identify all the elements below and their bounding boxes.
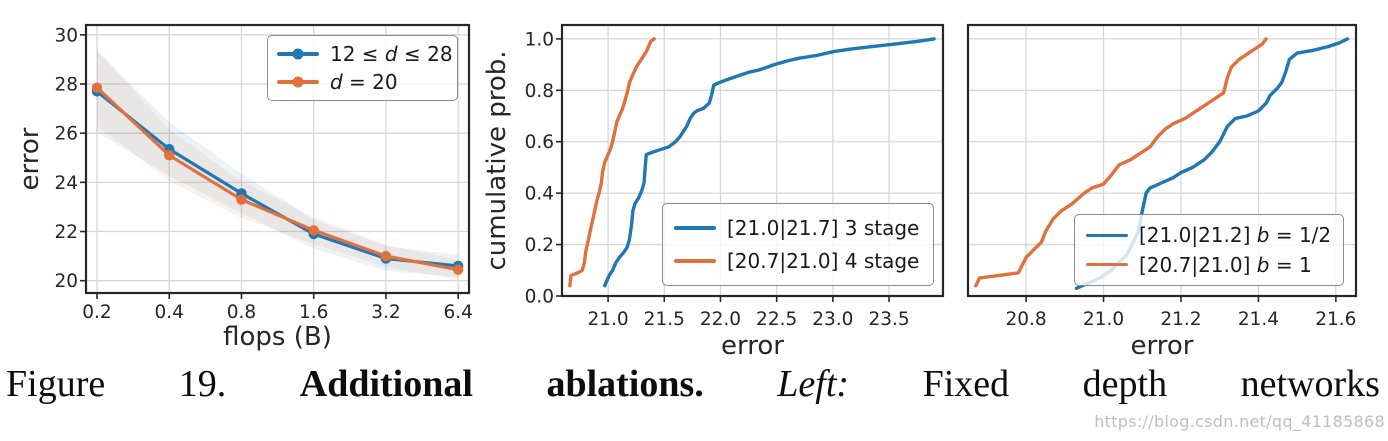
caption-word: networks (1240, 363, 1380, 405)
legend-label: [20.7|21.0] 4 stage (727, 249, 920, 273)
data-point-marker (452, 264, 464, 275)
y-tick-label: 28 (54, 75, 78, 96)
legend-line-sample (674, 259, 716, 263)
watermark-url: https://blog.csdn.net/qq_41185868 (1094, 412, 1385, 431)
x-tick-label: 21.5 (644, 309, 685, 330)
x-axis-label: error (721, 331, 784, 360)
y-tick-label: 20 (54, 271, 78, 292)
data-point-marker (308, 225, 319, 236)
x-tick-label: 22.0 (700, 309, 741, 330)
series-line (568, 37, 656, 288)
y-tick-label: 30 (54, 25, 78, 46)
cdf-bottleneck-chart-svg: 20.8 21.0 21.2 21.4 21.6 error (966, 23, 1358, 361)
legend-marker-dot (292, 48, 304, 60)
data-point-marker (164, 150, 175, 161)
x-axis-label: error (1131, 331, 1194, 360)
y-tick-label: 22 (54, 222, 78, 243)
x-tick-label: 0.2 (82, 302, 111, 323)
y-tick-label: 26 (54, 124, 78, 145)
legend-item: d = 20 (277, 70, 448, 94)
y-axis-label: error (15, 127, 45, 190)
series-line (95, 86, 460, 272)
caption-word: 19. (178, 363, 227, 405)
y-tick-label: 0.2 (525, 235, 554, 256)
x-tick-label: 0.4 (155, 302, 184, 323)
y-tick-label: 24 (54, 173, 78, 194)
x-tick-label: 21.2 (1160, 309, 1201, 330)
legend-item: [20.7|21.0] b = 1 (1086, 253, 1332, 277)
caption-word: ablations. (546, 363, 704, 405)
y-tick-label: 0.8 (525, 81, 554, 102)
y-tick-label: 0.6 (525, 132, 554, 153)
legend-item: [21.0|21.7] 3 stage (674, 216, 922, 240)
caption-word: Fixed (922, 363, 1010, 405)
legend-item: 12 ≤ d ≤ 28 (277, 42, 453, 66)
legend-label: d = 20 (330, 70, 398, 94)
data-point-marker (236, 194, 247, 205)
x-tick-label: 23.0 (812, 309, 853, 330)
error-vs-flops-chart: 0.2 0.4 0.8 1.6 3.2 6.4 20 22 24 26 28 30 flops (B) e… (0, 0, 480, 360)
legend-label: 12 ≤ d ≤ 28 (330, 42, 453, 66)
legend-line-sample (1086, 233, 1128, 238)
caption-word: Additional (299, 363, 473, 405)
legend-line-sample (674, 226, 716, 230)
x-tick-label: 21.0 (587, 309, 628, 330)
x-tick-label: 1.6 (299, 302, 328, 323)
series-line (603, 37, 936, 288)
y-tick-label: 1.0 (525, 29, 554, 50)
x-tick-label: 20.8 (1005, 309, 1046, 330)
legend-label: [21.0|21.7] 3 stage (727, 216, 920, 240)
legend-item: [20.7|21.0] 4 stage (674, 249, 922, 273)
x-tick-label: 6.4 (443, 302, 472, 323)
confidence-band (96, 50, 459, 278)
series-line (974, 37, 1268, 288)
confidence-band (96, 49, 459, 280)
legend-line-sample (277, 76, 319, 88)
data-point-marker (91, 82, 103, 93)
legend-bottleneck: [21.0|21.2] b = 1/2 [20.7|21.0] b = 1 (1074, 214, 1344, 286)
legend-line-sample (277, 48, 319, 60)
legend-depth-range: 12 ≤ d ≤ 28 d = 20 (267, 35, 458, 101)
legend-stages: [21.0|21.7] 3 stage [20.7|21.0] 4 stage (662, 203, 934, 286)
legend-marker-dot (292, 76, 304, 88)
x-axis-label: flops (B) (223, 322, 332, 352)
x-tick-label: 21.4 (1238, 309, 1279, 330)
caption-word: Left: (777, 363, 850, 405)
legend-line-sample (1086, 262, 1128, 267)
figure-caption: Figure 19. Additional ablations. Left: Fixed d… (6, 362, 1380, 406)
caption-word: depth (1082, 363, 1168, 405)
x-tick-label: 22.5 (756, 309, 797, 330)
x-tick-label: 21.0 (1083, 309, 1124, 330)
y-axis-label: cumulative prob. (482, 50, 512, 270)
legend-label: [21.0|21.2] b = 1/2 (1139, 223, 1332, 248)
cdf-stages-chart: 21.0 21.5 22.0 22.5 23.0 23.5 0.0 0.2 0.4 0.6 0.8 1… (480, 0, 950, 361)
legend-label: [20.7|21.0] b = 1 (1139, 252, 1312, 277)
data-point-marker (380, 250, 392, 262)
cdf-bottleneck-chart: 20.8 21.0 21.2 21.4 21.6 error (950, 0, 1388, 361)
legend-item: [21.0|21.2] b = 1/2 (1086, 223, 1332, 247)
error-vs-flops-chart-svg: 0.2 0.4 0.8 1.6 3.2 6.4 20 22 24 26 28 30 flops (B) e… (15, 23, 473, 352)
y-tick-label: 0.4 (525, 184, 554, 205)
caption-word: Figure (6, 363, 106, 405)
cdf-stages-chart-svg: 21.0 21.5 22.0 22.5 23.0 23.5 0.0 0.2 0.4 0.6 0.8 1… (482, 23, 945, 361)
x-tick-label: 0.8 (227, 302, 256, 323)
x-tick-label: 3.2 (371, 302, 400, 323)
x-tick-label: 23.5 (868, 309, 909, 330)
x-tick-label: 21.6 (1315, 309, 1356, 330)
y-tick-label: 0.0 (525, 287, 554, 308)
